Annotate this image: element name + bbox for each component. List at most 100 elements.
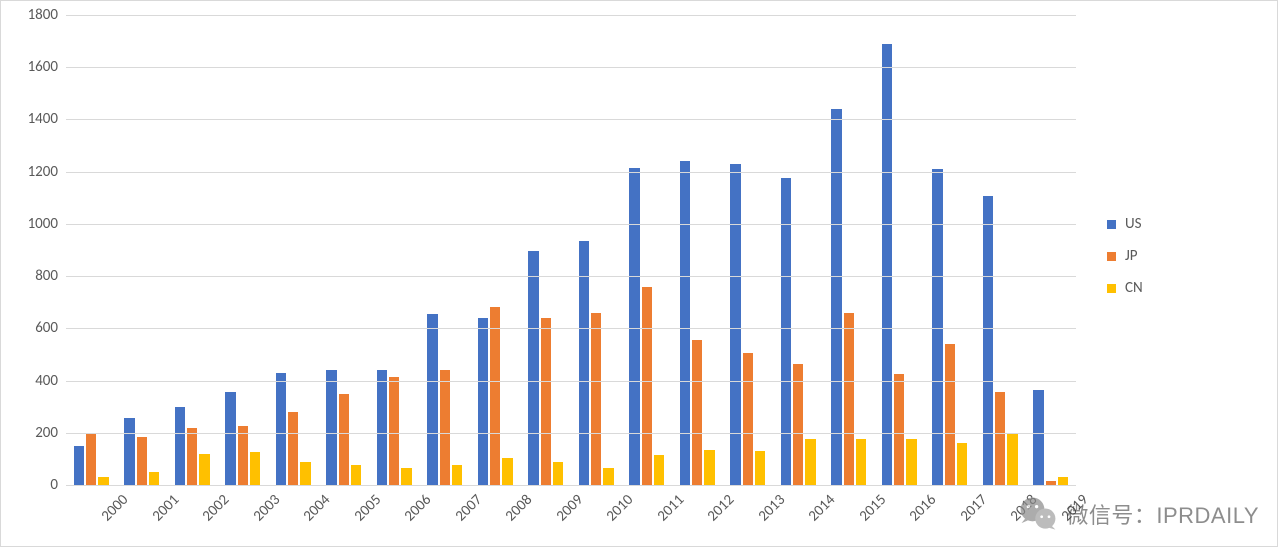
legend-label: JP [1125, 247, 1138, 265]
x-tick-label: 2006 [401, 491, 435, 525]
bar-us [225, 392, 235, 485]
x-tick-label: 2017 [957, 491, 991, 525]
bar-jp [137, 437, 147, 485]
x-tick-label: 2016 [906, 491, 940, 525]
x-tick-label: 2003 [250, 491, 284, 525]
bar-us [478, 318, 488, 485]
bar-jp [187, 428, 197, 485]
legend-label: US [1125, 215, 1142, 233]
bar-cn [957, 443, 967, 485]
legend-item-jp: JP [1107, 247, 1247, 265]
bar-us [680, 161, 690, 485]
bar-jp [490, 307, 500, 485]
bars-layer [66, 15, 1076, 485]
bar-us [276, 373, 286, 485]
x-tick-label: 2001 [149, 491, 183, 525]
bar-jp [945, 344, 955, 485]
x-tick-label: 2004 [300, 491, 334, 525]
bar-jp [844, 313, 854, 485]
y-tick-label: 0 [50, 476, 58, 494]
gridline [66, 172, 1076, 173]
bar-cn [401, 468, 411, 485]
y-tick-label: 800 [35, 267, 58, 285]
x-tick-label: 2015 [856, 491, 890, 525]
bar-us [377, 370, 387, 485]
bar-cn [1058, 477, 1068, 485]
bar-us [74, 446, 84, 485]
bar-us [831, 109, 841, 485]
bar-jp [238, 426, 248, 485]
gridline [66, 328, 1076, 329]
x-tick-label: 2005 [351, 491, 385, 525]
bar-jp [591, 313, 601, 485]
legend-swatch [1107, 220, 1116, 229]
plot-area: 020040060080010001200140016001800 [66, 15, 1076, 485]
bar-jp [894, 374, 904, 485]
watermark-text: 微信号：IPRDAILY [1066, 498, 1259, 530]
x-tick-label: 2000 [98, 491, 132, 525]
bar-us [528, 251, 538, 485]
bar-jp [995, 392, 1005, 485]
legend-swatch [1107, 284, 1116, 293]
y-tick-label: 1600 [28, 58, 58, 76]
bar-cn [805, 439, 815, 485]
bar-cn [654, 455, 664, 485]
bar-cn [452, 465, 462, 485]
y-tick-label: 1000 [28, 215, 58, 233]
x-tick-label: 2009 [553, 491, 587, 525]
bar-us [427, 314, 437, 485]
bar-jp [793, 364, 803, 485]
bar-us [1033, 390, 1043, 485]
bar-us [882, 44, 892, 485]
x-axis-labels: 2000 2001 2002 2003 2004 2005 2006 2007 2008 2009… [66, 487, 1076, 537]
bar-us [629, 168, 639, 485]
x-tick-label: 2012 [704, 491, 738, 525]
bar-jp [288, 412, 298, 485]
bar-us [326, 370, 336, 485]
bar-us [983, 196, 993, 485]
bar-cn [1007, 433, 1017, 485]
chart-frame: 020040060080010001200140016001800 200020… [0, 0, 1278, 547]
bar-us [175, 407, 185, 485]
gridline [66, 485, 1076, 486]
y-tick-label: 400 [35, 372, 58, 390]
gridline [66, 224, 1076, 225]
bar-cn [300, 462, 310, 486]
x-tick-label: 2007 [452, 491, 486, 525]
bar-us [579, 241, 589, 485]
x-tick-label: 2010 [603, 491, 637, 525]
gridline [66, 15, 1076, 16]
bar-jp [541, 318, 551, 485]
y-tick-label: 600 [35, 319, 58, 337]
y-tick-label: 1800 [28, 6, 58, 24]
bar-cn [502, 458, 512, 485]
bar-cn [98, 477, 108, 485]
bar-jp [692, 340, 702, 485]
x-tick-label: 2008 [502, 491, 536, 525]
legend-swatch [1107, 252, 1116, 261]
bar-us [730, 164, 740, 485]
bar-cn [250, 452, 260, 485]
bar-jp [743, 353, 753, 485]
gridline [66, 381, 1076, 382]
legend-label: CN [1125, 279, 1143, 297]
bar-jp [440, 370, 450, 485]
y-tick-label: 1400 [28, 110, 58, 128]
bar-cn [149, 472, 159, 485]
legend: US JP CN [1107, 201, 1247, 311]
gridline [66, 67, 1076, 68]
bar-cn [755, 451, 765, 485]
bar-cn [199, 454, 209, 485]
bar-us [932, 169, 942, 485]
bar-cn [351, 465, 361, 485]
y-tick-label: 1200 [28, 163, 58, 181]
gridline [66, 433, 1076, 434]
x-tick-label: 2014 [805, 491, 839, 525]
legend-item-us: US [1107, 215, 1247, 233]
x-tick-label: 2013 [755, 491, 789, 525]
x-tick-label: 2002 [199, 491, 233, 525]
gridline [66, 276, 1076, 277]
bar-cn [603, 468, 613, 485]
y-tick-label: 200 [35, 424, 58, 442]
bar-cn [553, 462, 563, 486]
